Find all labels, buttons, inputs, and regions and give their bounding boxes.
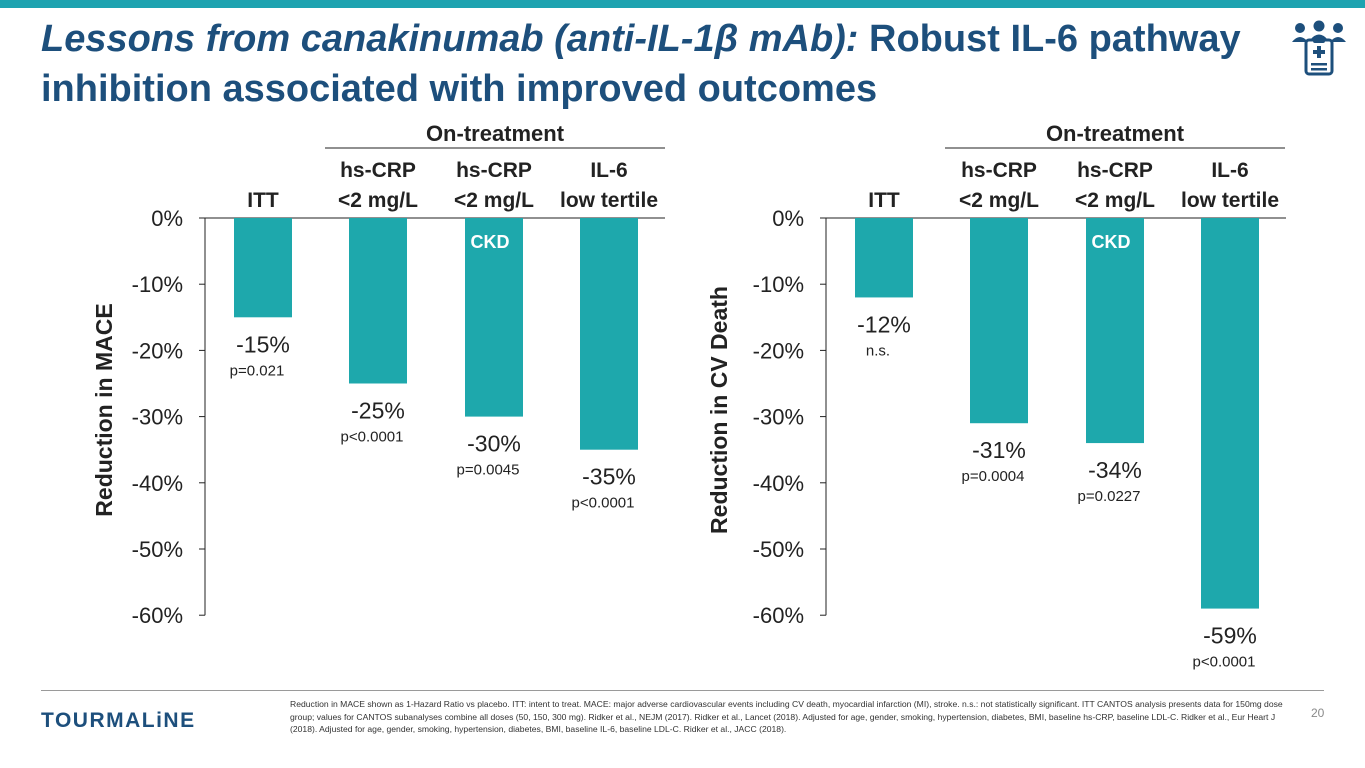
chart1-y-tick-label: -10%	[132, 272, 183, 297]
chart2-y-tick-label: -10%	[753, 272, 804, 297]
chart1-y-tick-label: -40%	[132, 471, 183, 496]
chart2-data-label: -12%	[857, 311, 911, 337]
chart2-bar	[1201, 218, 1259, 609]
chart1-category-label: hs-CRP	[456, 159, 532, 182]
chart2-data-label: -59%	[1203, 623, 1257, 649]
slide-title-rest: Robust IL-6 pathway inhibition associate…	[41, 18, 1241, 110]
chart1-bar	[349, 218, 407, 384]
chart2-p-value-label: p=0.0227	[1078, 488, 1141, 505]
medical-team-clipboard-icon	[1292, 20, 1346, 76]
chart2-bar	[1086, 218, 1144, 444]
chart1-category-label: <2 mg/L	[454, 189, 534, 212]
chart2-category-label: hs-CRP	[961, 159, 1037, 182]
chart2-data-label: -34%	[1088, 457, 1142, 483]
chart2-p-value-label: p<0.0001	[1193, 654, 1256, 671]
chart1-y-axis-title: Reduction in MACE	[91, 303, 117, 516]
slide-title: Lessons from canakinumab (anti-IL-1β mAb…	[41, 14, 1261, 114]
chart1-bar	[234, 218, 292, 318]
chart2-y-tick-label: -50%	[753, 537, 804, 562]
chart2-category-label: <2 mg/L	[959, 189, 1039, 212]
chart2-data-label: -31%	[972, 437, 1026, 463]
chart2-category-label: <2 mg/L	[1075, 189, 1155, 212]
company-logo: TOURMALiNE	[41, 709, 196, 732]
chart1-data-label: -15%	[236, 331, 290, 357]
footer-divider	[41, 690, 1324, 691]
chart1-y-tick-label: 0%	[151, 206, 183, 231]
chart1-group-label: On-treatment	[426, 121, 565, 146]
chart1-p-value-label: p<0.0001	[341, 429, 404, 446]
top-accent-bar	[0, 0, 1365, 8]
chart1-category-label: <2 mg/L	[338, 189, 418, 212]
chart2-y-tick-label: -20%	[753, 338, 804, 363]
chart2-group-label: On-treatment	[1046, 121, 1185, 146]
chart2-category-label: IL-6	[1211, 159, 1248, 182]
chart1-data-label: -30%	[467, 431, 521, 457]
chart2-y-tick-label: -30%	[753, 405, 804, 430]
chart1-y-tick-label: -50%	[132, 537, 183, 562]
chart1-y-tick-label: -20%	[132, 338, 183, 363]
chart1-p-value-label: p<0.0001	[572, 495, 635, 512]
chart2-y-tick-label: -40%	[753, 471, 804, 496]
chart1-y-tick-label: -60%	[132, 603, 183, 628]
chart1-category-label: IL-6	[590, 159, 627, 182]
chart1-category-label: hs-CRP	[340, 159, 416, 182]
chart2-p-value-label: p=0.0004	[962, 468, 1025, 485]
chart2-category-label: ITT	[868, 189, 900, 212]
footnote: Reduction in MACE shown as 1-Hazard Rati…	[290, 699, 1283, 734]
chart2-category-label: hs-CRP	[1077, 159, 1153, 182]
chart1-y-tick-label: -30%	[132, 405, 183, 430]
chart2-category-label: low tertile	[1181, 189, 1279, 212]
chart2-bar	[855, 218, 913, 298]
page-number: 20	[1311, 706, 1325, 720]
chart1-p-value-label: p=0.021	[230, 362, 285, 379]
chart2-bar	[970, 218, 1028, 424]
chart1-p-value-label: p=0.0045	[457, 462, 520, 479]
chart1-category-label: low tertile	[560, 189, 658, 212]
chart2-y-tick-label: 0%	[772, 206, 804, 231]
chart2-p-value-label: n.s.	[866, 342, 890, 359]
bar-charts: 0% -10% -20% -30% -40% -50% -60% Reduction in M…	[91, 121, 1286, 671]
chart2-y-axis-title: Reduction in CV Death	[706, 286, 732, 534]
chart1-bar	[580, 218, 638, 450]
chart2-y-tick-label: -60%	[753, 603, 804, 628]
chart1-bar-tag: CKD	[471, 232, 510, 252]
chart2-bar-tag: CKD	[1092, 232, 1131, 252]
chart1-category-label: ITT	[247, 189, 279, 212]
chart1-data-label: -25%	[351, 398, 405, 424]
slide-title-italic: Lessons from canakinumab (anti-IL-1β mAb…	[41, 18, 859, 60]
chart1-data-label: -35%	[582, 464, 636, 490]
chart1-bar	[465, 218, 523, 417]
